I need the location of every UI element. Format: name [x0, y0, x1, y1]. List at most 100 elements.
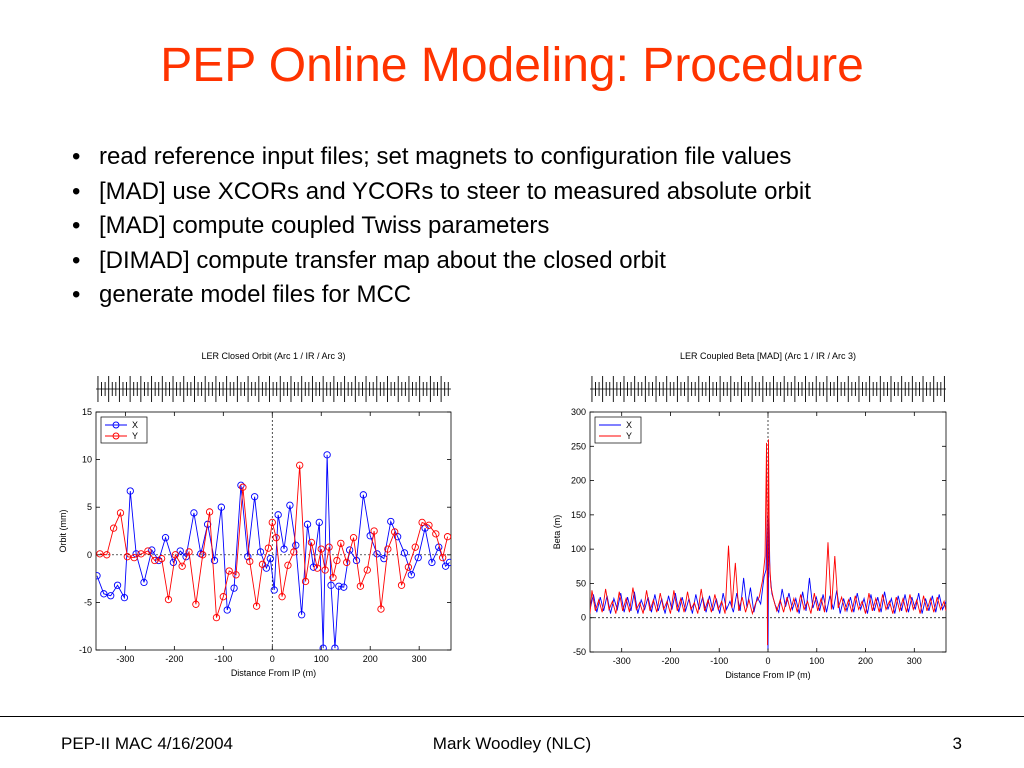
series-group-y [590, 439, 946, 646]
x-tick-label: 100 [809, 656, 824, 666]
data-point-x [256, 548, 265, 556]
data-point-y [116, 509, 125, 517]
x-tick-label: 200 [363, 654, 378, 664]
legend-marker [112, 432, 120, 440]
data-point-x [373, 550, 381, 558]
data-point-x [340, 583, 348, 591]
x-tick-label: -300 [116, 654, 134, 664]
legend-box [100, 416, 148, 444]
data-point-x [319, 644, 327, 650]
data-point-x [250, 493, 259, 501]
data-point-x [414, 554, 422, 562]
data-point-y [144, 547, 152, 555]
data-point-y [439, 554, 447, 562]
footer-event-date: PEP-II MAC 4/16/2004 [61, 734, 233, 753]
data-point-x [176, 547, 184, 555]
legend-label: X [626, 420, 632, 430]
data-point-x [266, 554, 274, 563]
data-point-y [397, 581, 406, 589]
x-tick-label: 300 [907, 656, 922, 666]
y-axis-label: Beta (m) [552, 515, 562, 550]
data-point-y [192, 600, 200, 608]
x-tick-label: -200 [165, 654, 183, 664]
data-point-y [96, 550, 104, 558]
data-point-y [307, 538, 316, 547]
x-tick-label: -200 [661, 656, 679, 666]
bullet-text: [MAD] use XCORs and YCORs to steer to me… [99, 177, 811, 205]
bullet-glyph: • [72, 212, 81, 239]
orbit-plot-svg: LER Closed Orbit (Arc 1 / IR / Arc 3) -30… [58, 351, 452, 678]
data-point-y [258, 560, 267, 568]
data-point-x [274, 511, 282, 519]
x-axis-label: Distance From IP (m) [231, 668, 316, 678]
y-tick-label: -5 [84, 597, 92, 607]
data-point-x [230, 584, 238, 592]
series-line-x [96, 454, 450, 649]
data-point-x [217, 503, 226, 511]
data-point-y [157, 554, 166, 563]
y-tick-label: 150 [571, 510, 586, 520]
data-point-x [100, 590, 108, 598]
x-tick-label: -300 [613, 656, 631, 666]
beta-plot: LER Coupled Beta [MAD] (Arc 1 / IR / Arc… [536, 342, 956, 687]
data-point-y [321, 566, 329, 574]
data-point-y [418, 518, 426, 527]
bullet-item: • read reference input files; set magnets… [72, 140, 811, 175]
y-tick-label: 15 [82, 407, 92, 417]
data-point-y [425, 521, 433, 529]
data-point-y [325, 543, 333, 551]
legend-box [594, 416, 642, 444]
data-point-x [315, 518, 323, 527]
data-point-y [212, 613, 221, 622]
data-point-x [280, 545, 288, 553]
x-axis-label: Distance From IP (m) [725, 670, 810, 680]
data-point-x [445, 558, 451, 567]
data-point-x [190, 509, 198, 517]
data-point-y [185, 548, 193, 556]
data-point-x [303, 520, 312, 528]
data-point-x [120, 593, 129, 602]
data-point-y [363, 566, 371, 574]
data-point-y [178, 562, 186, 570]
y-tick-label: 250 [571, 441, 586, 451]
data-point-x [407, 571, 415, 579]
x-tick-label: -100 [214, 654, 232, 664]
data-point-y [239, 483, 247, 491]
y-tick-label: -10 [79, 645, 92, 655]
x-tick-label: 100 [314, 654, 329, 664]
data-point-x [335, 582, 343, 590]
data-point-y [151, 556, 159, 565]
data-point-y [343, 558, 351, 567]
data-point-y [411, 543, 419, 551]
data-point-x [387, 517, 395, 526]
data-point-x [107, 592, 115, 600]
data-point-y [337, 539, 345, 548]
data-point-y [384, 545, 392, 553]
data-point-y [329, 573, 337, 582]
data-point-y [284, 561, 292, 569]
data-point-y [225, 567, 233, 575]
y-tick-label: -50 [573, 647, 586, 657]
data-point-x [148, 546, 156, 554]
data-point-x [210, 556, 219, 565]
bullet-glyph: • [72, 177, 81, 205]
bullet-item: • generate model files for MCC [72, 278, 811, 313]
x-tick-label: 300 [412, 654, 427, 664]
data-point-x [292, 541, 300, 549]
x-tick-label: -100 [710, 656, 728, 666]
data-point-x [286, 501, 294, 509]
y-tick-label: 300 [571, 407, 586, 417]
data-point-y [103, 551, 111, 559]
legend-label: Y [626, 431, 632, 441]
data-point-x [400, 549, 409, 557]
data-point-x [237, 481, 245, 489]
data-point-x [262, 564, 271, 572]
slide-title: PEP Online Modeling: Procedure [160, 39, 864, 92]
data-point-y [219, 593, 227, 601]
data-point-x [223, 606, 231, 614]
bullet-item: • [MAD] use XCORs and YCORs to steer to m… [72, 175, 811, 210]
data-point-x [270, 586, 278, 594]
data-point-y [356, 582, 365, 590]
data-point-y [370, 527, 378, 535]
data-point-y [137, 550, 145, 558]
